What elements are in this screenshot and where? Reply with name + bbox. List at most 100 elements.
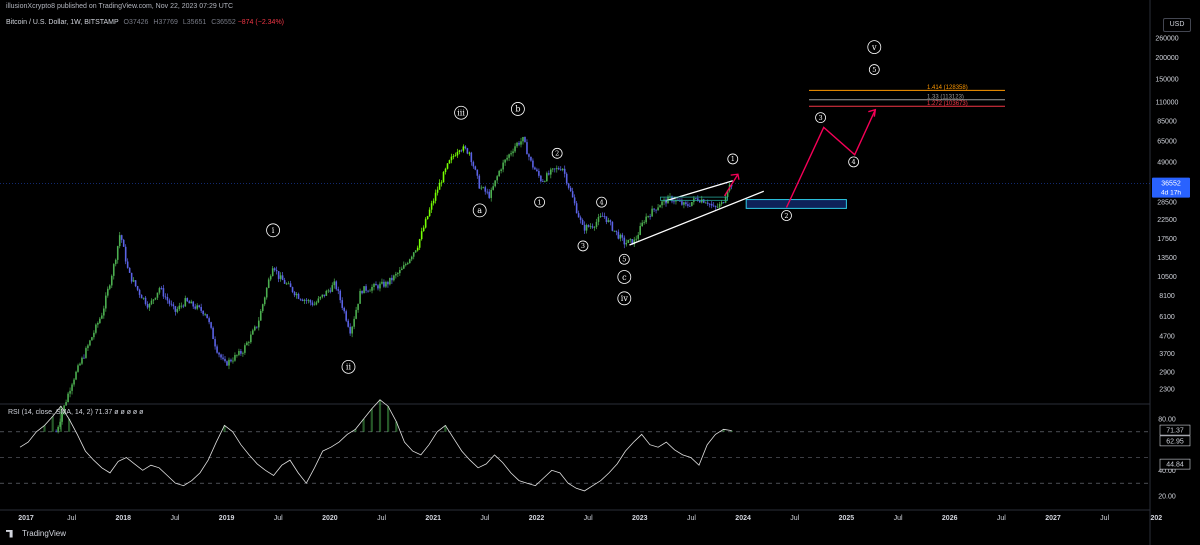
price-tick-label: 65000 <box>1157 138 1177 145</box>
candle-body <box>387 281 389 285</box>
price-badge-countdown: 4d 17h <box>1161 190 1181 197</box>
price-badge <box>1152 177 1190 198</box>
rsi-legend[interactable]: RSI (14, close, SMA, 14, 2) 71.37 ø ø ø … <box>8 409 143 416</box>
candle-body <box>466 148 469 154</box>
candle-body <box>142 297 145 299</box>
candle-body <box>172 304 175 307</box>
candle-body <box>170 303 173 305</box>
candle-body <box>265 287 268 298</box>
candle-body <box>691 202 693 206</box>
candle-body <box>71 384 73 391</box>
candle-body <box>305 299 308 301</box>
candle-body <box>194 306 197 309</box>
open-value: 37426 <box>128 19 149 26</box>
candle-body <box>722 202 725 204</box>
candle-body <box>726 190 729 197</box>
candle-body <box>212 327 214 340</box>
wave-label-circle <box>781 210 792 221</box>
candle-body <box>357 303 359 310</box>
candle-body <box>540 175 542 182</box>
candle-body <box>468 152 471 154</box>
candle-body <box>238 351 240 355</box>
candle-body <box>534 167 536 170</box>
candle-body <box>269 276 272 280</box>
candle-body <box>97 322 99 325</box>
wave-label-circle <box>511 102 525 116</box>
candle-body <box>633 239 636 245</box>
candle-body <box>351 326 353 334</box>
candle-body <box>512 151 514 154</box>
candle-body <box>444 168 447 172</box>
candle-body <box>323 294 326 296</box>
wave-label-circle <box>341 359 356 374</box>
symbol-name[interactable]: Bitcoin / U.S. Dollar, 1W, BITSTAMP <box>6 19 119 26</box>
candle-body <box>546 173 548 182</box>
price-tick-label: 8100 <box>1159 293 1175 300</box>
time-tick-label: 2020 <box>322 515 338 522</box>
candle-body <box>263 297 266 305</box>
candle-body <box>152 299 155 301</box>
price-tick-label: 28500 <box>1157 200 1177 207</box>
candle-body <box>649 215 651 217</box>
candle-body <box>132 280 135 282</box>
candle-body <box>609 220 612 222</box>
wave-label-text: 1 <box>731 155 735 163</box>
range-box <box>660 196 729 201</box>
candle-body <box>281 275 284 281</box>
candle-body <box>65 402 67 406</box>
candle-body <box>222 357 224 359</box>
candle-body <box>224 358 226 362</box>
candle-body <box>500 169 502 171</box>
candle-body <box>299 298 302 300</box>
candle-body <box>559 169 562 171</box>
currency-button[interactable]: USD <box>1163 18 1191 32</box>
brand-text: TradingView <box>22 529 67 538</box>
wave-label-text: 3 <box>581 242 585 250</box>
price-tick-label: 200000 <box>1155 55 1178 62</box>
rsi-badge <box>1159 458 1191 470</box>
candle-body <box>291 287 294 292</box>
candle-body <box>353 318 355 327</box>
candle-body <box>164 296 167 298</box>
candle-body <box>464 146 467 149</box>
candle-body <box>158 288 161 293</box>
candle-body <box>502 162 504 170</box>
candle-body <box>355 309 357 319</box>
candle-body <box>629 239 632 240</box>
candle-body <box>136 286 139 290</box>
candle-body <box>442 171 445 183</box>
wave-label-circle <box>577 240 589 252</box>
wave-label-circle <box>618 253 630 265</box>
rsi-badge <box>1159 424 1191 436</box>
candle-body <box>228 359 230 366</box>
candle-body <box>474 166 477 170</box>
wave-label-text: 3 <box>819 114 823 122</box>
candle-body <box>156 292 159 298</box>
candle-body <box>69 390 71 394</box>
change-value: −874 (−2.34%) <box>237 19 284 26</box>
candle-body <box>244 345 246 353</box>
time-tick-label: 2017 <box>18 515 34 522</box>
candle-body <box>385 281 387 287</box>
candle-body <box>530 156 532 161</box>
candle-body <box>198 305 200 307</box>
candle-body <box>112 264 115 276</box>
candle-body <box>218 352 220 355</box>
candle-body <box>498 170 500 177</box>
time-tick-label: 2027 <box>1045 515 1061 522</box>
candle-body <box>506 157 508 160</box>
wave-label-text: 2 <box>555 150 559 158</box>
candle-body <box>653 208 655 210</box>
tradingview-logo[interactable]: TradingView <box>6 529 66 538</box>
time-tick-label: 2019 <box>219 515 235 522</box>
candle-body <box>331 285 334 292</box>
candle-body <box>702 199 705 203</box>
time-tick-label: 2021 <box>425 515 441 522</box>
candle-body <box>687 204 689 206</box>
candle-body <box>412 252 415 257</box>
candle-body <box>240 351 242 354</box>
candle-body <box>204 314 206 316</box>
candle-body <box>391 277 393 281</box>
candle-body <box>424 219 427 228</box>
